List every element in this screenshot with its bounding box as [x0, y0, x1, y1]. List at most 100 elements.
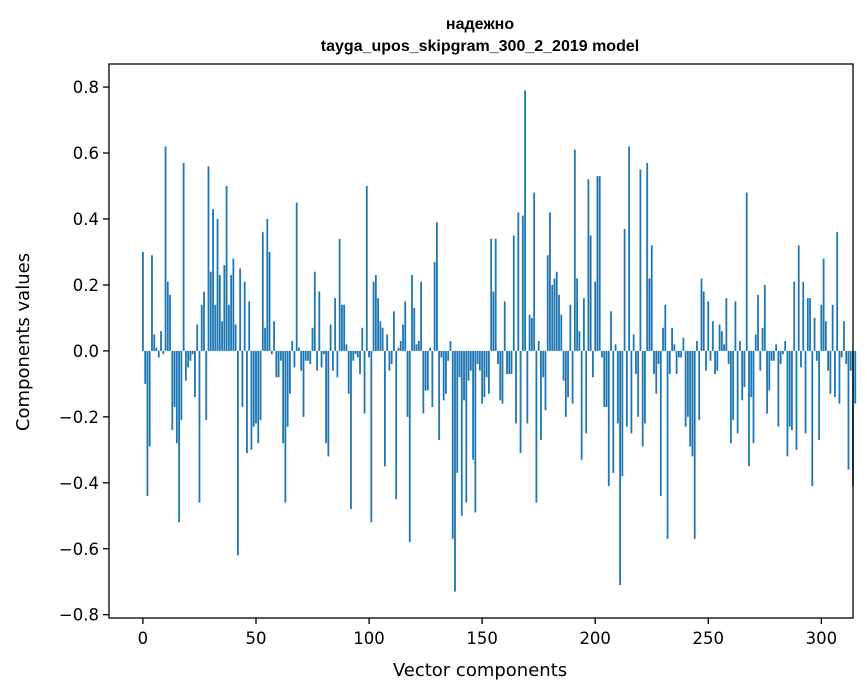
x-tick-label: 250 [693, 629, 725, 648]
x-axis-ticks: 0 50 100 150 200 250 300 [138, 618, 837, 648]
bar-component-175 [537, 341, 540, 351]
y-tick-label: −0.6 [59, 540, 99, 559]
bar-component-280 [775, 344, 778, 351]
bar-component-183 [555, 271, 558, 351]
bar-component-0 [142, 251, 144, 351]
bar-component-229 [659, 350, 662, 496]
bar-component-26 [200, 304, 203, 351]
bar-component-29 [207, 166, 210, 351]
bar-component-118 [408, 350, 411, 543]
bar-component-108 [386, 334, 389, 351]
bar-component-296 [811, 350, 814, 487]
bar-component-18 [182, 162, 185, 351]
bar-component-149 [478, 350, 481, 371]
bar-component-194 [580, 350, 583, 460]
bar-component-146 [472, 350, 474, 460]
bar-component-109 [388, 350, 391, 371]
bar-component-165 [515, 350, 517, 424]
bar-component-47 [248, 301, 251, 351]
bar-component-97 [361, 327, 364, 351]
bar-component-210 [616, 350, 619, 424]
bar-component-198 [589, 235, 592, 351]
bar-component-78 [318, 291, 321, 351]
bar-component-240 [684, 350, 687, 427]
bar-component-147 [474, 350, 477, 513]
bar-component-169 [524, 90, 526, 351]
bar-component-53 [261, 232, 264, 351]
bar-component-24 [196, 324, 199, 351]
bar-component-70 [300, 350, 303, 371]
bar-component-115 [402, 324, 404, 351]
bar-component-152 [485, 350, 488, 378]
bar-component-261 [732, 350, 735, 421]
bar-component-20 [187, 350, 190, 368]
bar-component-219 [637, 350, 640, 417]
bar-component-216 [630, 350, 633, 434]
y-axis-ticks: −0.8 −0.6 −0.4 −0.2 0.0 0.2 0.4 0.6 0.8 [59, 78, 109, 625]
bar-component-21 [189, 350, 192, 361]
bar-component-282 [779, 350, 782, 365]
bar-component-17 [180, 350, 183, 421]
bar-component-278 [770, 350, 773, 361]
bar-component-285 [786, 350, 789, 457]
bar-component-199 [592, 350, 594, 378]
bar-component-40 [232, 258, 235, 351]
bar-component-254 [716, 350, 719, 371]
bar-component-192 [576, 278, 579, 351]
bar-component-151 [483, 350, 486, 398]
bar-component-58 [273, 321, 275, 351]
bar-component-145 [469, 350, 472, 371]
bar-component-122 [417, 341, 420, 351]
bar-component-172 [530, 317, 533, 351]
bar-component-269 [750, 350, 753, 398]
y-tick-label: 0.2 [73, 276, 99, 295]
bar-component-271 [754, 334, 757, 351]
bar-component-264 [739, 341, 741, 351]
bar-component-12 [169, 294, 171, 351]
bar-component-134 [445, 350, 447, 394]
bar-component-178 [544, 350, 547, 411]
bar-component-31 [212, 209, 214, 351]
x-tick-label: 150 [466, 629, 498, 648]
x-tick-label: 300 [806, 629, 838, 648]
bar-component-95 [356, 350, 359, 358]
bar-component-242 [689, 350, 692, 447]
bar-component-188 [567, 350, 569, 398]
bar-component-250 [707, 301, 710, 351]
bar-series [142, 90, 857, 592]
bar-component-262 [734, 301, 737, 351]
bar-component-2 [146, 350, 149, 496]
bar-component-170 [526, 350, 529, 424]
bar-component-137 [451, 350, 454, 539]
bar-component-135 [447, 350, 450, 361]
bar-component-59 [275, 350, 278, 378]
bar-component-106 [381, 327, 384, 351]
bar-component-157 [497, 350, 499, 365]
bar-component-214 [625, 350, 628, 427]
bar-component-230 [662, 327, 664, 351]
bar-component-238 [680, 350, 683, 358]
bar-component-93 [352, 350, 355, 361]
bar-component-111 [393, 311, 395, 351]
bar-component-253 [714, 350, 716, 374]
bar-component-7 [157, 350, 160, 358]
bar-component-218 [635, 350, 637, 374]
bar-component-252 [711, 321, 714, 351]
bar-component-313 [849, 350, 852, 371]
bar-component-176 [540, 350, 542, 440]
bar-component-113 [397, 347, 400, 351]
bar-component-49 [252, 350, 255, 427]
bar-component-38 [227, 304, 230, 351]
bar-component-235 [673, 344, 676, 351]
bar-component-311 [845, 350, 848, 365]
bar-component-67 [293, 350, 296, 368]
bar-component-120 [413, 308, 416, 351]
bar-component-56 [268, 251, 271, 351]
bar-component-150 [481, 350, 484, 404]
bar-component-75 [311, 327, 314, 351]
bar-component-186 [562, 350, 565, 381]
bar-component-215 [628, 146, 631, 351]
bar-component-16 [178, 350, 181, 523]
bar-component-197 [587, 179, 590, 351]
